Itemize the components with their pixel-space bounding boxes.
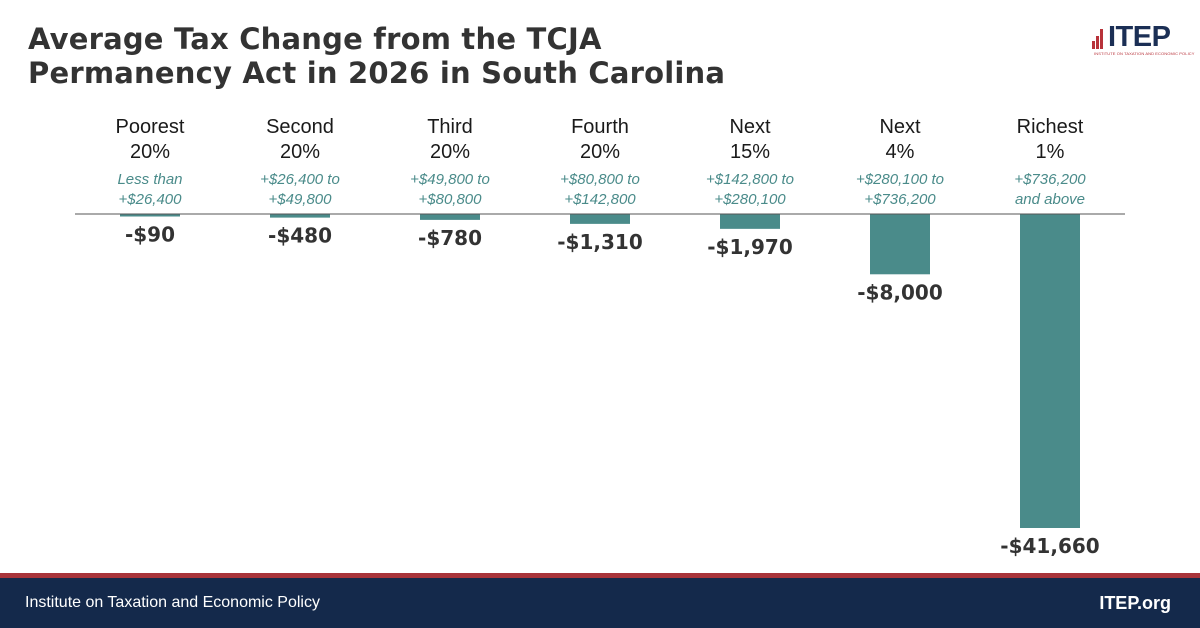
category-label-3-line-1: Third (427, 116, 473, 138)
value-label-3: -$780 (418, 226, 482, 250)
value-label-2: -$480 (268, 224, 332, 248)
value-label-1: -$90 (125, 223, 175, 247)
category-label-5-line-1: Next (729, 116, 771, 138)
chart-title: Average Tax Change from the TCJA Permane… (28, 22, 725, 90)
footer: Institute on Taxation and Economic Polic… (0, 578, 1200, 628)
bar-1 (120, 214, 180, 217)
income-range-1-line-2: +$26,400 (119, 191, 183, 208)
category-label-3-line-2: 20% (430, 141, 470, 163)
footer-website: ITEP.org (1099, 593, 1171, 613)
chart-title-line-1: Average Tax Change from the TCJA (28, 22, 602, 56)
income-range-2-line-1: +$26,400 to (260, 171, 340, 188)
bar-chart: Poorest 20% Less than +$26,400 -$90 Second 20%… (75, 116, 1125, 558)
income-range-4-line-1: +$80,800 to (560, 171, 640, 188)
category-label-6-line-1: Next (879, 116, 921, 138)
income-range-7-line-2: and above (1015, 191, 1085, 208)
income-range-3-line-2: +$80,800 (419, 191, 483, 208)
value-label-4: -$1,310 (557, 230, 642, 254)
income-range-5-line-1: +$142,800 to (706, 171, 794, 188)
bar-7 (1020, 214, 1080, 528)
logo-text: ITEP (1108, 21, 1171, 53)
bar-2 (270, 214, 330, 218)
bar-5 (720, 214, 780, 229)
category-label-4-line-2: 20% (580, 141, 620, 163)
bar-4 (570, 214, 630, 224)
category-label-2-line-1: Second (266, 116, 334, 138)
income-range-4-line-2: +$142,800 (564, 191, 636, 208)
footer-org-name: Institute on Taxation and Economic Polic… (25, 594, 320, 611)
income-range-3-line-1: +$49,800 to (410, 171, 490, 188)
category-label-7-line-1: Richest (1017, 116, 1084, 138)
bar-6 (870, 214, 930, 275)
logo-subtext: INSTITUTE ON TAXATION AND ECONOMIC POLIC… (1094, 51, 1195, 56)
logo-bars-icon (1092, 29, 1106, 49)
value-label-5: -$1,970 (707, 235, 792, 259)
income-range-6-line-1: +$280,100 to (856, 171, 944, 188)
value-label-7: -$41,660 (1000, 534, 1099, 558)
income-range-7-line-1: +$736,200 (1014, 171, 1086, 188)
income-range-1-line-1: Less than (117, 171, 182, 188)
value-label-6: -$8,000 (857, 280, 942, 304)
itep-logo: ITEP INSTITUTE ON TAXATION AND ECONOMIC … (1092, 21, 1194, 56)
category-label-2-line-2: 20% (280, 141, 320, 163)
category-label-1-line-2: 20% (130, 141, 170, 163)
category-label-5-line-2: 15% (730, 141, 770, 163)
footer-divider (0, 573, 1200, 578)
category-label-1-line-1: Poorest (116, 116, 185, 138)
category-label-7-line-2: 1% (1036, 141, 1065, 163)
category-label-6-line-2: 4% (886, 141, 915, 163)
income-range-2-line-2: +$49,800 (269, 191, 333, 208)
chart-title-line-2: Permanency Act in 2026 in South Carolina (28, 56, 726, 90)
income-range-6-line-2: +$736,200 (864, 191, 936, 208)
bar-3 (420, 214, 480, 220)
category-label-4-line-1: Fourth (571, 116, 629, 138)
income-range-5-line-2: +$280,100 (714, 191, 786, 208)
